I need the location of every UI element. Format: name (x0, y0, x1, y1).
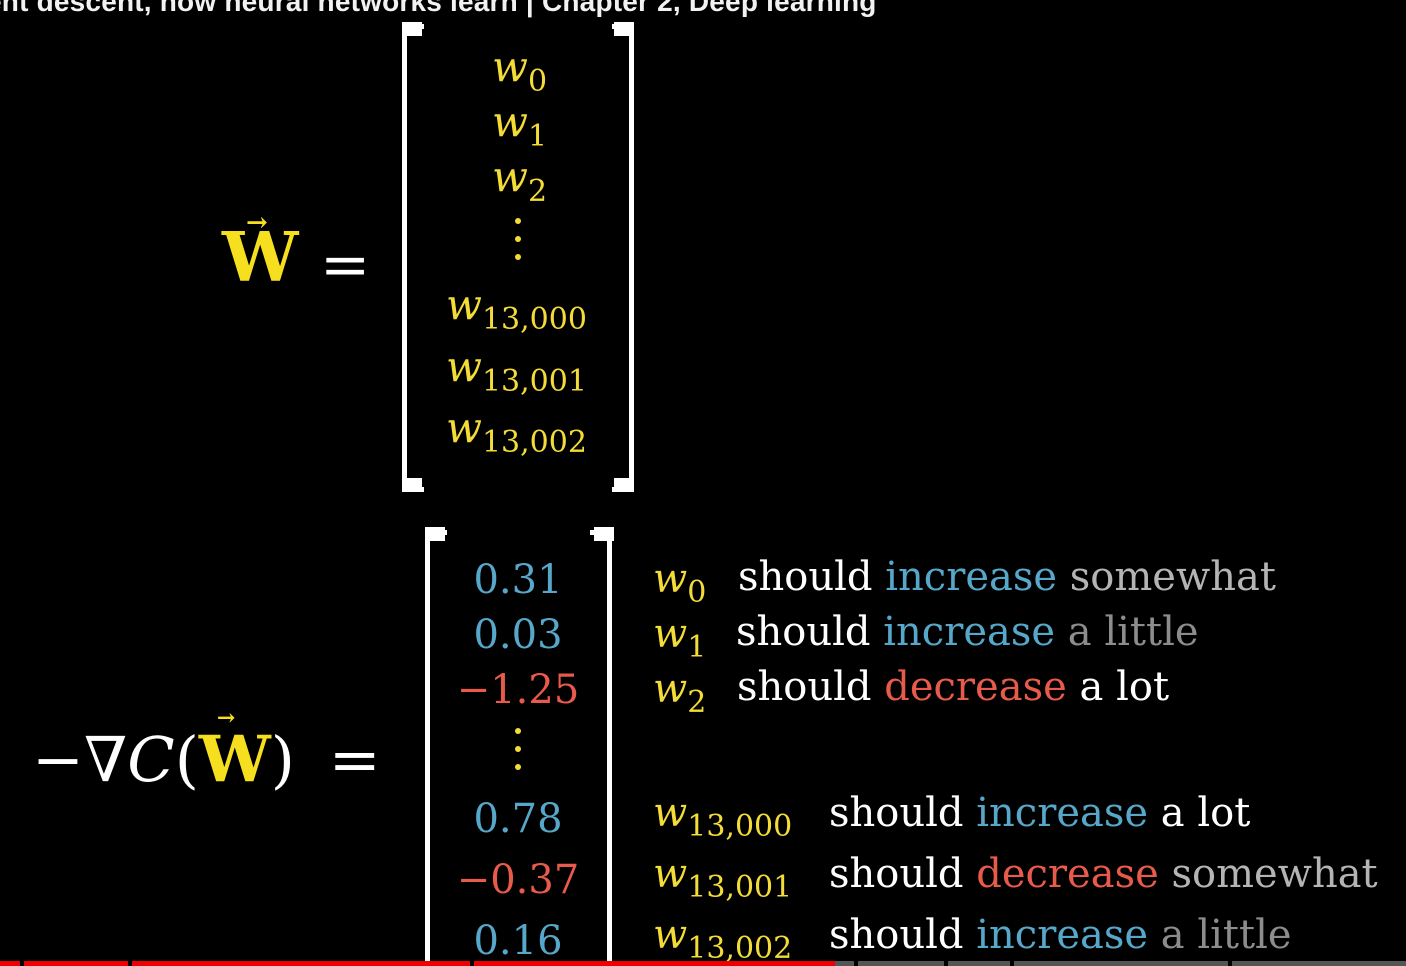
weight-entry: w1 (492, 97, 548, 154)
weight-entry: w0 (492, 42, 548, 99)
weights-left-bracket (402, 24, 424, 492)
annotation-weight-label: w13,000 (653, 790, 793, 844)
weights-left-bracket-top-cap (402, 22, 422, 36)
chapter-divider (128, 961, 132, 966)
weights-right-bracket-bottom-cap (614, 478, 634, 492)
annotation-text: should decrease a lot (737, 664, 1170, 710)
gradient-value: 0.03 (473, 612, 563, 658)
gradient-value: 0.31 (473, 557, 563, 603)
weight-vector-letter: W (222, 218, 299, 298)
annotation-weight-label: w2 (653, 666, 707, 720)
annotation-text: should increase somewhat (738, 554, 1276, 600)
chapter-divider (20, 961, 24, 966)
gradient-vector-arrow-icon: → (216, 705, 236, 731)
chapter-divider (1228, 961, 1232, 966)
weight-entry: w13,000 (446, 280, 587, 337)
annotation-text: should increase a lot (829, 790, 1251, 836)
chapter-divider (854, 961, 858, 966)
weights-equals-sign: = (320, 230, 371, 300)
gradient-right-bracket-top-cap (594, 527, 614, 541)
video-progress-fill (0, 961, 836, 966)
annotation-weight-label: w13,001 (653, 851, 793, 905)
gradient-value: 0.78 (473, 796, 563, 842)
weights-right-bracket-top-cap (614, 22, 634, 36)
weights-right-bracket (612, 24, 634, 492)
weights-left-bracket-bottom-cap (402, 478, 422, 492)
weight-entry: w13,001 (446, 342, 587, 399)
chapter-divider (944, 961, 948, 966)
gradient-left-bracket-top-cap (425, 527, 445, 541)
weight-vector-symbol: → W (222, 208, 302, 304)
annotation-text: should increase a little (829, 912, 1292, 958)
annotation-weight-label: w1 (653, 611, 707, 665)
negative-gradient-label: −∇C(→ W) = (32, 705, 381, 797)
annotation-text: should increase a little (736, 609, 1199, 655)
video-title: ent descent, how neural networks learn |… (0, 0, 877, 17)
weight-entry: w2 (492, 152, 548, 209)
annotation-weight-label: w0 (653, 556, 707, 610)
gradient-value: 0.16 (473, 918, 563, 964)
gradient-value: −1.25 (456, 667, 580, 713)
vector-arrow-icon: → (246, 208, 268, 238)
annotation-text: should decrease somewhat (829, 851, 1378, 897)
weight-entry: w13,002 (446, 403, 587, 460)
gradient-value: −0.37 (456, 857, 580, 903)
gradient-ellipsis (508, 728, 528, 770)
annotation-weight-label: w13,002 (653, 912, 793, 966)
chapter-divider (470, 961, 474, 966)
weights-ellipsis (508, 218, 528, 260)
chapter-divider (1010, 961, 1014, 966)
